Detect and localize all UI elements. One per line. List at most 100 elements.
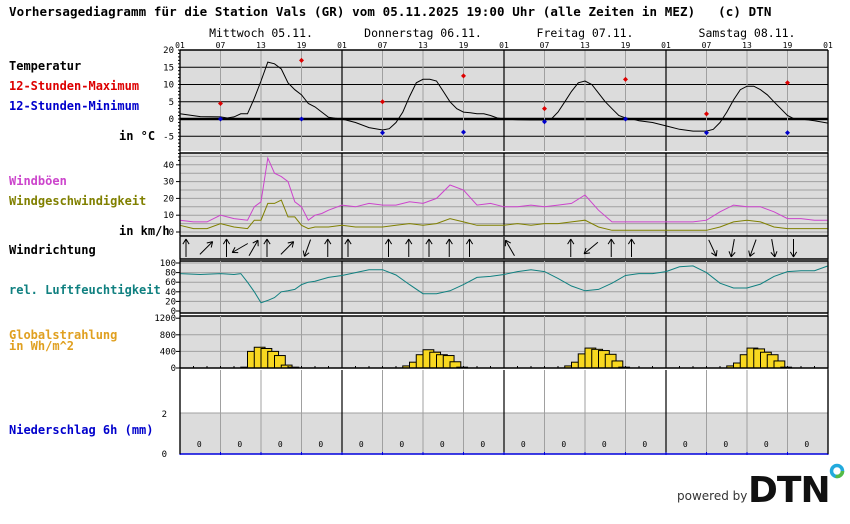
y-axis-label: 20	[163, 194, 174, 204]
precip-value: 0	[359, 440, 364, 449]
wind-arrow-icon	[425, 238, 433, 257]
hour-tick-label: 19	[621, 41, 631, 50]
y-axis-label: 5	[169, 98, 174, 108]
hour-tick-label: 19	[783, 41, 793, 50]
humidity-line	[179, 265, 829, 304]
y-axis-label: 10	[163, 81, 174, 91]
min-marker	[704, 130, 709, 136]
precip-value: 0	[683, 440, 688, 449]
wind-arrow-icon	[445, 238, 453, 257]
wind-arrow-icon	[627, 238, 636, 257]
y-axis-label: 20	[163, 46, 174, 56]
wind-arrow-icon	[384, 238, 393, 257]
precip-value: 0	[197, 440, 202, 449]
label-wind-speed: Windgeschwindigkeit	[9, 194, 147, 208]
max-marker	[542, 106, 547, 112]
precip-value: 0	[602, 440, 607, 449]
hour-tick-label: 19	[459, 41, 469, 50]
wind-arrow-icon	[182, 238, 190, 257]
wind-arrow-icon	[263, 238, 271, 257]
y-axis-label: 20	[165, 297, 176, 307]
precip-value: 0	[278, 440, 283, 449]
wind-arrow-icon	[789, 239, 798, 258]
y-axis-label: 80	[165, 269, 176, 279]
precip-value: 0	[480, 440, 485, 449]
wind-arrow-icon	[302, 239, 312, 257]
hour-tick-label: 01	[499, 41, 509, 50]
label-gusts: Windböen	[9, 174, 67, 188]
label-humidity: rel. Luftfeuchtigkeit	[9, 283, 161, 297]
wind-arrow-icon	[248, 239, 259, 257]
hour-tick-label: 01	[823, 41, 833, 50]
wind-arrow-icon	[222, 238, 231, 257]
wind-arrow-icon	[583, 241, 599, 255]
precip-value: 0	[237, 440, 242, 449]
wind-arrow-icon	[728, 239, 736, 258]
hour-tick-label: 19	[297, 41, 307, 50]
y-axis-label: 30	[163, 178, 174, 188]
label-wind-direction: Windrichtung	[9, 243, 96, 257]
hour-tick-label: 07	[216, 41, 226, 50]
hour-tick-label: 13	[418, 41, 428, 50]
precip-value: 0	[642, 440, 647, 449]
max-marker	[461, 73, 466, 79]
wind-arrow-icon	[708, 239, 718, 257]
y-axis-label: -5	[163, 132, 174, 142]
max-marker	[704, 111, 709, 117]
y-axis-label: 10	[163, 211, 174, 221]
day-label: Donnerstag 06.11.	[364, 26, 482, 40]
min-marker	[461, 129, 466, 135]
gust-line	[179, 156, 828, 223]
label-precipitation: Niederschlag 6h (mm)	[9, 423, 154, 437]
y-axis-label: 40	[165, 288, 176, 298]
min-marker	[218, 116, 223, 122]
min-marker	[380, 130, 385, 136]
wind-arrow-icon	[199, 241, 214, 255]
min-marker	[299, 116, 304, 122]
precip-value: 0	[723, 440, 728, 449]
precip-value: 0	[440, 440, 445, 449]
hour-tick-label: 13	[256, 41, 266, 50]
wind-arrow-icon	[231, 243, 249, 254]
y-axis-label: 40	[163, 161, 174, 171]
y-axis-label: 60	[165, 278, 176, 288]
y-axis-label: 1200	[154, 314, 176, 324]
wind-arrow-icon	[324, 238, 332, 257]
hour-tick-label: 01	[337, 41, 347, 50]
dtn-logo[interactable]: DTN	[748, 462, 848, 506]
hour-tick-label: 01	[175, 41, 185, 50]
max-marker	[380, 99, 385, 105]
min-marker	[623, 116, 628, 122]
hour-tick-label: 13	[742, 41, 752, 50]
y-axis-label: 0	[171, 364, 176, 374]
wind-arrow-icon	[748, 239, 757, 257]
precip-value: 0	[804, 440, 809, 449]
y-axis-label: 800	[160, 331, 176, 341]
label-wind-unit: in km/h	[119, 224, 170, 238]
day-label: Mittwoch 05.11.	[209, 26, 313, 40]
y-axis-label: 100	[160, 259, 176, 269]
wind-arrow-icon	[280, 241, 295, 255]
precip-value: 0	[318, 440, 323, 449]
wind-arrow-icon	[567, 238, 575, 257]
precip-value: 0	[561, 440, 566, 449]
hour-tick-label: 13	[580, 41, 590, 50]
precip-value: 0	[521, 440, 526, 449]
hour-tick-label: 01	[661, 41, 671, 50]
wind-speed-line	[179, 199, 828, 231]
wind-arrow-icon	[504, 239, 515, 257]
y-axis-label: 0	[169, 228, 174, 238]
y-axis-label: 400	[160, 347, 176, 357]
temperature-line	[179, 61, 829, 132]
wind-arrow-icon	[465, 238, 474, 257]
min-marker	[542, 119, 547, 125]
max-marker	[623, 76, 628, 82]
page-title: Vorhersagediagramm für die Station Vals …	[9, 4, 772, 19]
max-marker	[218, 100, 223, 106]
powered-by-text: powered by	[677, 489, 748, 503]
wind-arrow-icon	[770, 239, 778, 258]
hour-tick-label: 07	[702, 41, 712, 50]
y-axis-label: 0	[169, 115, 174, 125]
precip-value: 0	[399, 440, 404, 449]
